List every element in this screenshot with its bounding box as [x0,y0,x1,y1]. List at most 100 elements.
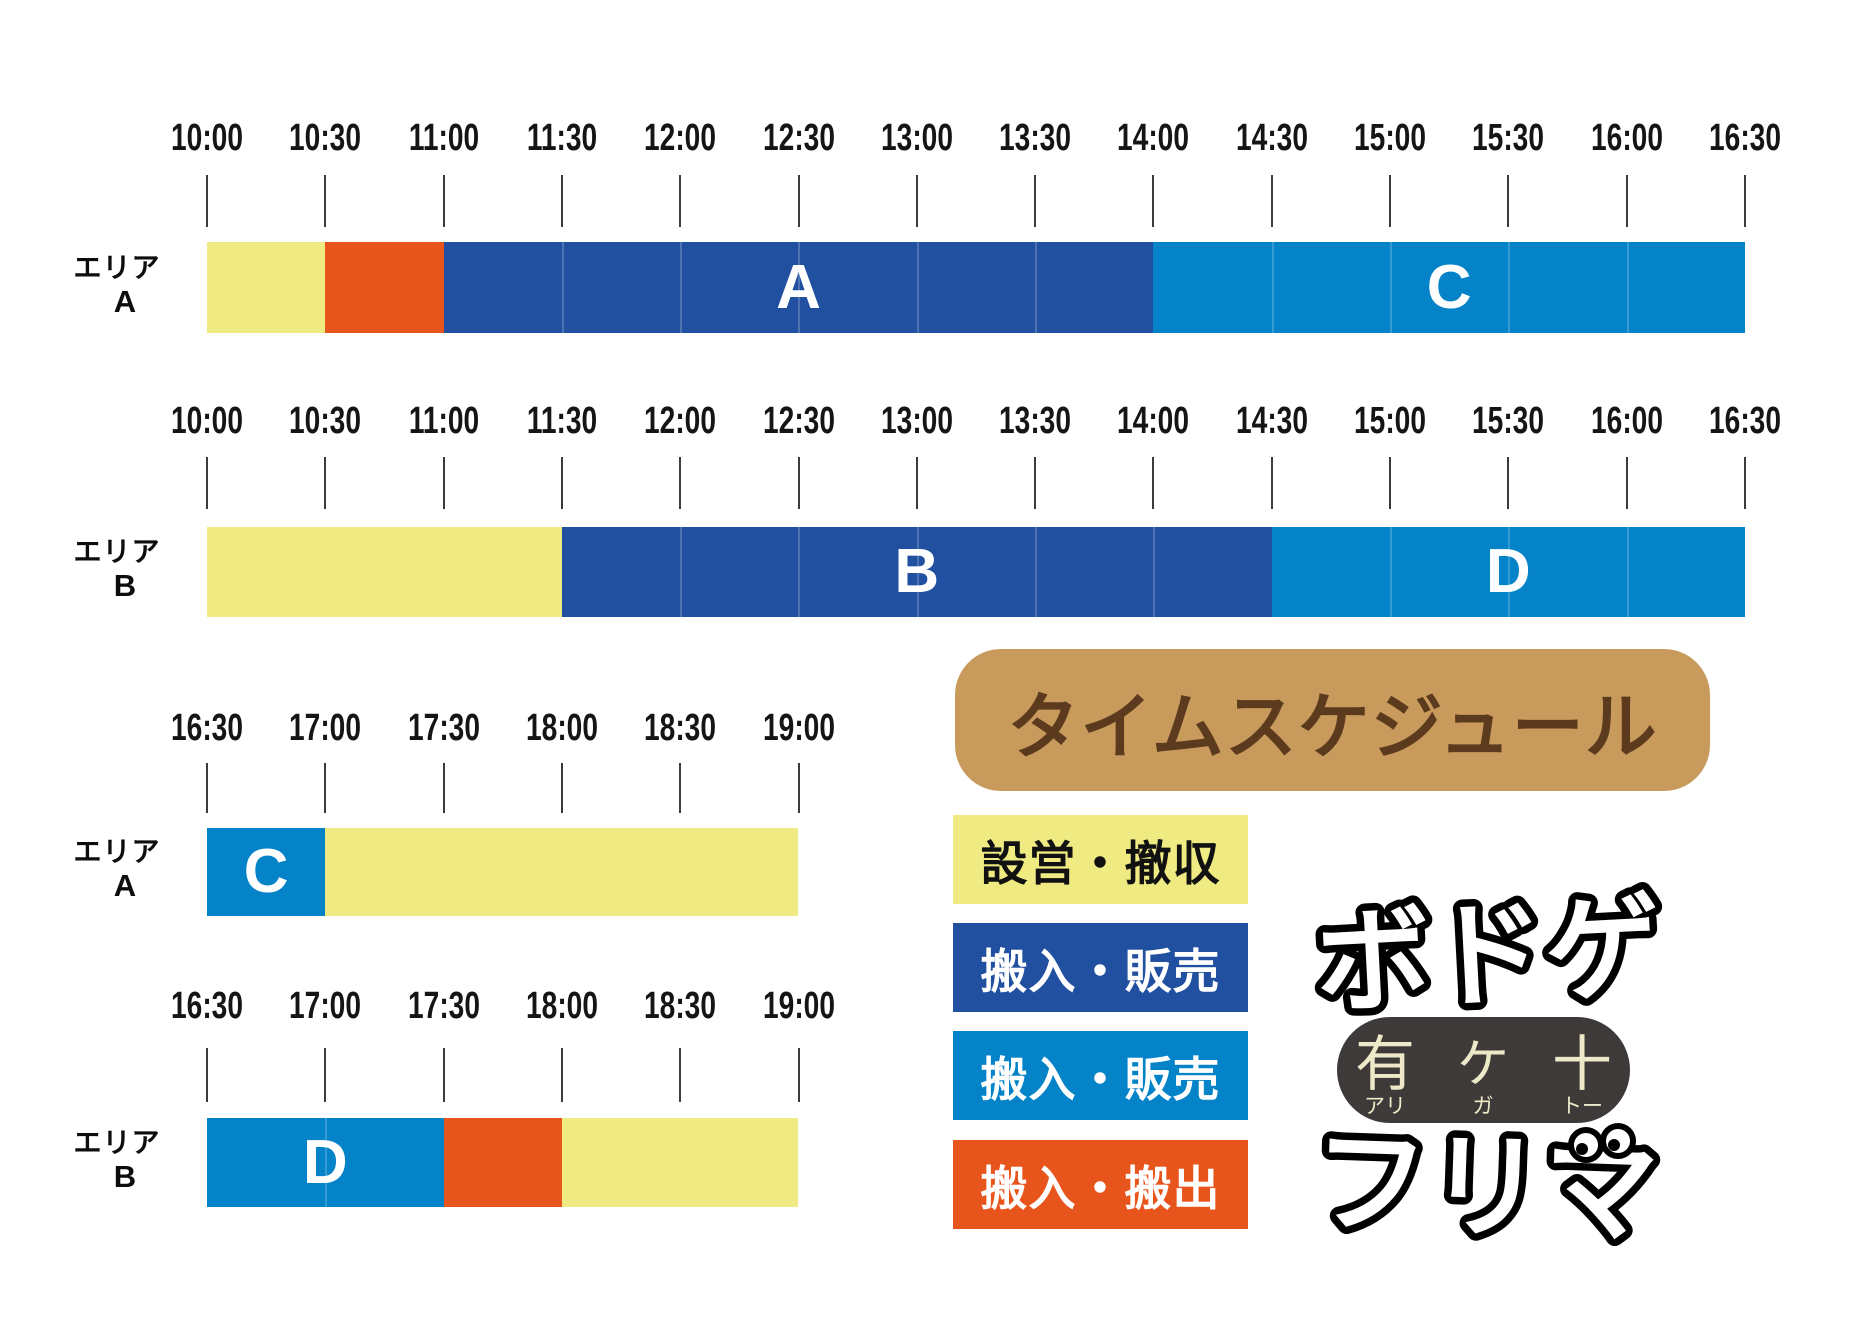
legend-label: 搬入・販売 [980,945,1221,998]
time-axis-label: 15:30 [1472,400,1545,442]
time-tick-mark [1270,175,1273,227]
time-axis-label: 16:30 [171,985,243,1027]
time-axis-label: 14:00 [1117,400,1190,442]
half-hour-separator [1035,242,1038,333]
time-axis-label: 19:00 [762,985,835,1027]
logo-furigana-ga: ガ [1473,1094,1494,1118]
time-axis-label: 10:30 [289,400,362,442]
logo-pill [1337,1017,1630,1123]
time-tick-mark [206,763,208,813]
time-axis-label: 13:00 [880,117,953,159]
time-tick-mark [1152,457,1155,509]
logo-furigana-to: トー [1561,1094,1603,1118]
time-tick-mark [1389,457,1391,509]
area-label: エリア B [52,1127,182,1195]
half-hour-separator [916,242,919,333]
segment-letter: C [1426,252,1472,322]
schedule-segment-setup_teardown [207,527,562,617]
legend-item-carryin-sale-dark: 搬入・販売 [953,923,1248,1012]
segment-letter: D [1485,537,1531,606]
time-tick-mark [679,1048,682,1102]
area-label-line2: A [113,868,137,904]
schedule-segment-setup_teardown [325,828,799,916]
time-axis-label: 10:00 [171,400,243,442]
time-axis-label: 16:00 [1590,117,1663,159]
time-axis-label: 13:00 [880,400,953,442]
time-tick-mark [797,175,800,227]
legend-item-carryin-sale-light: 搬入・販売 [953,1031,1248,1120]
time-tick-mark [1270,457,1273,509]
schedule-segment-setup_teardown [561,1118,799,1207]
segment-letter: B [894,537,940,606]
schedule-segment-carry_in_out [443,1118,562,1207]
time-axis-label: 15:30 [1472,117,1545,159]
time-axis-label: 11:30 [526,117,598,159]
schedule-title: タイムスケジュール [1007,687,1658,768]
time-axis-label: 10:30 [289,117,362,159]
schedule-title-box: タイムスケジュール [955,649,1710,791]
time-tick-mark [206,175,208,227]
area-label-line1: エリア [73,1126,161,1158]
schedule-segment-carry_sale_light: D [1271,527,1745,617]
time-tick-mark [797,763,800,813]
half-hour-separator [798,527,801,617]
time-tick-mark [442,457,445,509]
time-tick-mark [915,457,918,509]
schedule-segment-carry_sale_dark: A [443,242,1154,333]
time-tick-mark [679,175,682,227]
time-tick-mark [324,763,327,813]
time-tick-mark [1625,457,1628,509]
time-tick-mark [1389,175,1391,227]
time-tick-mark [1625,175,1628,227]
half-hour-separator [1035,527,1038,617]
time-tick-mark [442,763,445,813]
time-tick-mark [324,457,327,509]
time-tick-mark [1507,175,1510,227]
time-tick-mark [206,1048,208,1102]
legend-item-carryin-carryout: 搬入・搬出 [953,1140,1248,1229]
time-tick-mark [1743,175,1746,227]
time-axis-label: 11:00 [408,400,479,442]
half-hour-separator [325,1118,328,1207]
area-label-line1: エリア [73,536,161,567]
legend-label: 設営・撤収 [980,837,1221,890]
time-axis-label: 12:30 [762,400,835,442]
time-axis-label: 14:30 [1235,117,1308,159]
time-axis-label: 15:00 [1354,117,1426,159]
time-axis-label: 18:00 [525,707,598,749]
half-hour-separator [1271,242,1274,333]
area-label: エリア A [52,252,182,320]
legend-label: 搬入・搬出 [980,1162,1221,1215]
time-axis-label: 10:00 [171,117,243,159]
time-axis-label: 17:00 [289,707,362,749]
area-label: エリア A [52,836,182,904]
area-label: エリア B [52,536,182,604]
time-axis-label: 14:00 [1117,117,1190,159]
segment-letter: C [243,837,289,906]
logo-kana-ke: ケ [1457,1037,1509,1094]
time-tick-mark [442,1048,445,1102]
schedule-segment-carry_sale_light: C [1153,242,1745,333]
time-axis-label: 17:30 [407,707,480,749]
legend-label: 搬入・販売 [980,1053,1221,1106]
time-tick-mark [560,1048,563,1102]
time-axis-label: 18:30 [644,707,717,749]
area-label-line2: A [113,283,137,319]
half-hour-separator [1626,242,1629,333]
time-axis-label: 15:00 [1354,400,1426,442]
schedule-segment-carry_sale_light: D [207,1118,444,1207]
segment-letter: D [302,1127,348,1197]
time-axis-label: 16:30 [171,707,243,749]
half-hour-separator [1626,527,1629,617]
logo-pill-text: 有 ケ 十 アリ ガ トー [1355,1032,1612,1118]
time-tick-mark [797,1048,800,1102]
half-hour-separator [680,242,683,333]
time-axis-label: 18:00 [525,985,598,1027]
segment-letter: A [776,252,821,322]
logo-googly-eyes-icon [1568,1123,1636,1163]
schedule-segment-carry_sale_light: C [207,828,326,916]
area-label-line2: B [113,1158,137,1194]
